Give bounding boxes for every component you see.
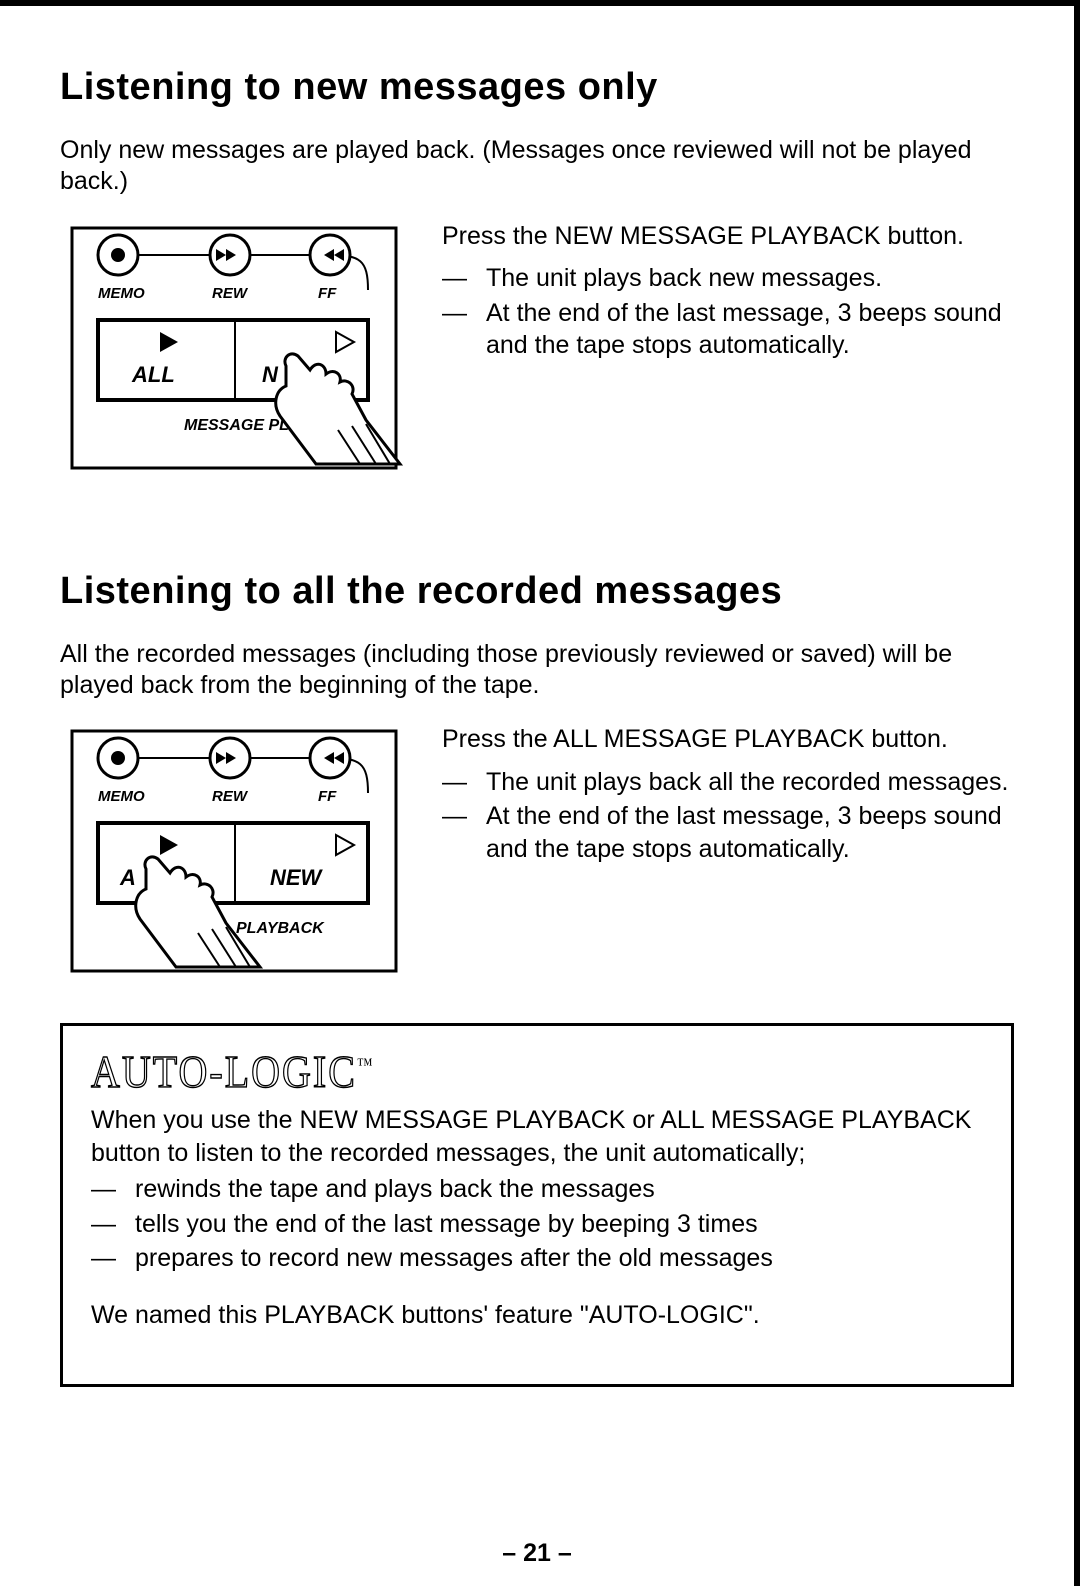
list-item: The unit plays back new messages. (442, 262, 1014, 295)
label-all: ALL (131, 362, 175, 387)
section1-text: Press the NEW MESSAGE PLAYBACK button. T… (442, 220, 1014, 364)
label-rew: REW (212, 285, 249, 302)
label-rew: REW (212, 788, 249, 805)
autologic-tail: We named this PLAYBACK buttons' feature … (91, 1299, 983, 1332)
section1-intro: Only new messages are played back. (Mess… (60, 135, 1014, 198)
label-memo: MEMO (98, 788, 145, 805)
list-item: At the end of the last message, 3 beeps … (442, 800, 1014, 865)
section1-diagram: MEMO REW FF ALL N MESSAGE PLAY (60, 220, 410, 480)
section1-bullets: The unit plays back new messages. At the… (442, 262, 1014, 362)
trademark-symbol: ™ (357, 1056, 373, 1076)
section1-instruction: Press the NEW MESSAGE PLAYBACK button. (442, 220, 1014, 253)
section2-intro: All the recorded messages (including tho… (60, 639, 1014, 702)
list-item: prepares to record new messages after th… (91, 1242, 983, 1275)
page-number: – 21 – (0, 1539, 1074, 1568)
autologic-logo: AUTO-LOGIC™ (91, 1042, 373, 1102)
section2-diagram: MEMO REW FF A NEW PLAYBACK (60, 723, 410, 983)
section2-text: Press the ALL MESSAGE PLAYBACK button. T… (442, 723, 1014, 867)
label-memo: MEMO (98, 285, 145, 302)
label-ff: FF (318, 285, 337, 302)
section2-instruction: Press the ALL MESSAGE PLAYBACK button. (442, 723, 1014, 756)
autologic-logo-line: AUTO-LOGIC™ (91, 1050, 983, 1102)
label-new: NEW (270, 865, 324, 890)
section2-row: MEMO REW FF A NEW PLAYBACK Pre (60, 723, 1014, 983)
list-item: tells you the end of the last message by… (91, 1208, 983, 1241)
list-item: At the end of the last message, 3 beeps … (442, 297, 1014, 362)
list-item: rewinds the tape and plays back the mess… (91, 1173, 983, 1206)
section2-title: Listening to all the recorded messages (60, 570, 1014, 613)
label-ff: FF (318, 788, 337, 805)
list-item: The unit plays back all the recorded mes… (442, 766, 1014, 799)
section2-bullets: The unit plays back all the recorded mes… (442, 766, 1014, 866)
label-a-partial: A (119, 865, 136, 890)
section1-title: Listening to new messages only (60, 66, 1014, 109)
label-n-partial: N (262, 362, 279, 387)
section1-row: MEMO REW FF ALL N MESSAGE PLAY (60, 220, 1014, 480)
autologic-bullets: rewinds the tape and plays back the mess… (91, 1173, 983, 1275)
manual-page: Listening to new messages only Only new … (0, 0, 1080, 1586)
autologic-box: AUTO-LOGIC™ When you use the NEW MESSAGE… (60, 1023, 1014, 1387)
label-playback-partial: PLAYBACK (236, 920, 325, 937)
autologic-lead: When you use the NEW MESSAGE PLAYBACK or… (91, 1104, 983, 1169)
